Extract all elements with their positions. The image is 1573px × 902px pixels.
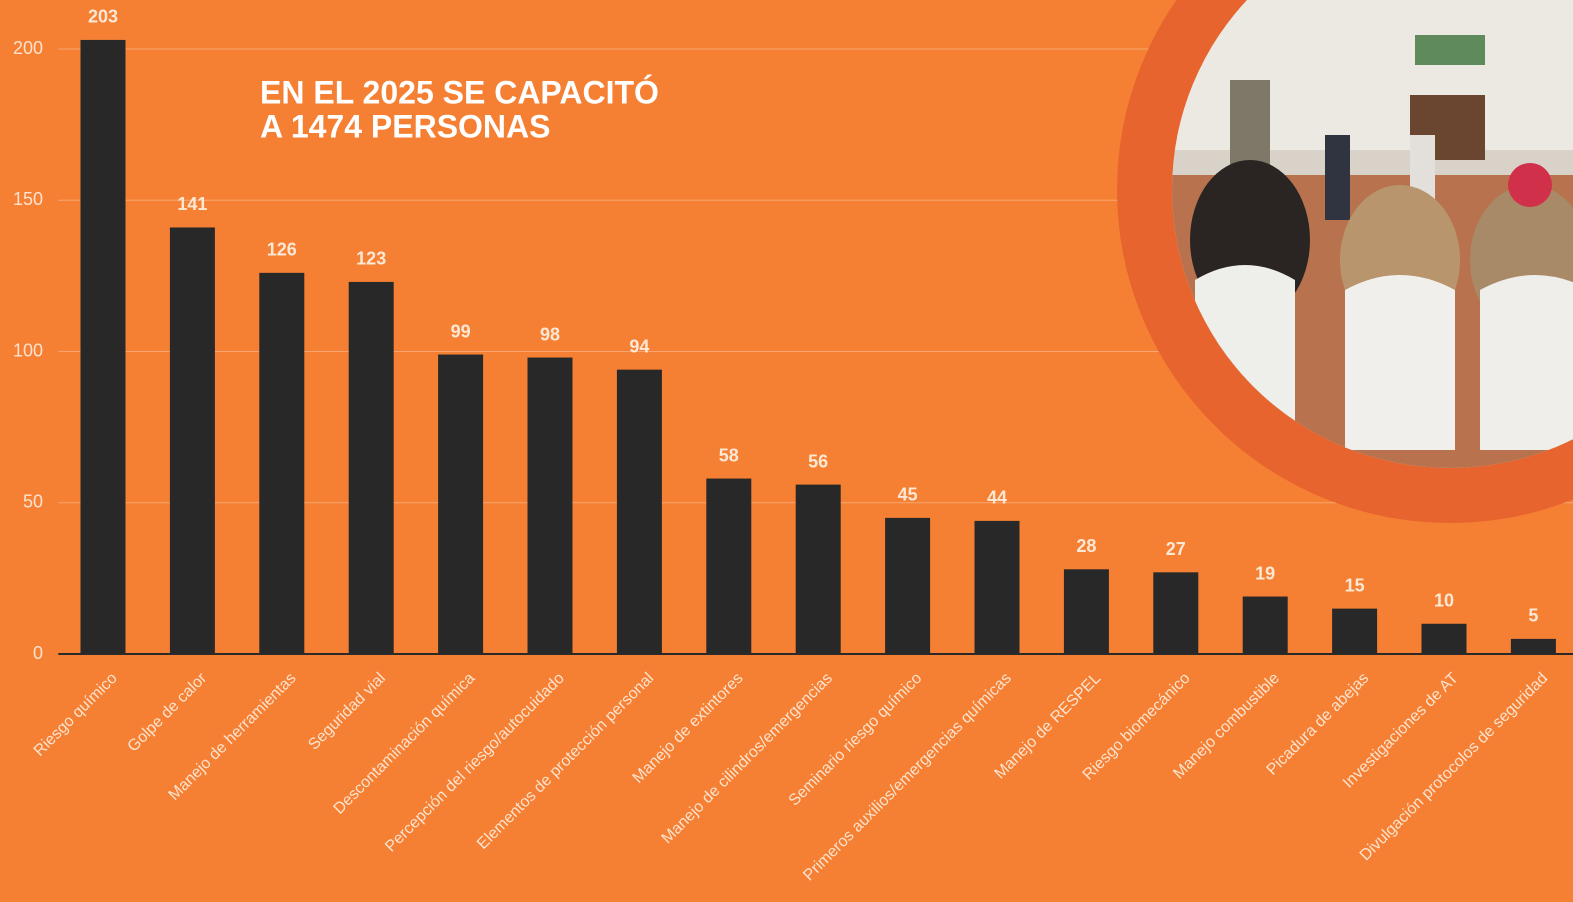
bar — [527, 357, 573, 654]
value-label: 10 — [1434, 591, 1454, 611]
value-label: 58 — [719, 445, 739, 465]
value-label: 44 — [987, 488, 1007, 508]
bar — [1510, 638, 1556, 654]
y-tick-label: 100 — [13, 340, 43, 360]
value-label: 27 — [1166, 539, 1186, 559]
bar — [1332, 608, 1378, 654]
value-label: 15 — [1345, 575, 1365, 595]
bar — [1242, 596, 1288, 654]
bar — [1063, 569, 1109, 654]
bar — [706, 478, 752, 654]
value-label: 28 — [1076, 536, 1096, 556]
x-tick-label: Seguridad vial — [305, 670, 389, 754]
bar — [348, 281, 394, 654]
bar — [259, 272, 305, 654]
y-tick-label: 200 — [13, 38, 43, 58]
bar — [974, 520, 1020, 654]
x-tick-label: Riesgo químico — [31, 670, 121, 760]
bar — [795, 484, 841, 654]
x-tick-label: Golpe de calor — [125, 669, 211, 755]
y-tick-label: 150 — [13, 189, 43, 209]
bar — [1153, 572, 1199, 654]
value-label: 98 — [540, 324, 560, 344]
x-tick-label: Manejo de cilindros/emergencias — [659, 670, 836, 847]
value-label: 126 — [267, 240, 297, 260]
x-tick-label: Descontaminación química — [331, 670, 479, 818]
bar — [438, 354, 484, 654]
chart-title: A 1474 PERSONAS — [260, 108, 550, 144]
value-label: 19 — [1255, 563, 1275, 583]
x-tick-label: Percepción del riesgo/autocuidado — [382, 670, 568, 856]
x-tick-label: Primeros auxilios/emergencias químicas — [800, 670, 1014, 884]
bar — [169, 227, 215, 654]
y-tick-label: 0 — [33, 643, 43, 663]
bar — [616, 369, 662, 654]
value-label: 5 — [1528, 606, 1538, 626]
value-label: 94 — [629, 336, 649, 356]
value-label: 141 — [177, 194, 207, 214]
bar — [80, 39, 126, 655]
chart-title: EN EL 2025 SE CAPACITÓ — [260, 74, 659, 110]
value-label: 123 — [356, 249, 386, 269]
value-label: 99 — [451, 321, 471, 341]
bar — [885, 517, 931, 654]
value-label: 56 — [808, 451, 828, 471]
x-tick-label: Divulgación protocolos de seguridad — [1357, 670, 1551, 864]
x-tick-label: Elementos de protección personal — [474, 670, 657, 853]
value-label: 45 — [898, 485, 918, 505]
bar — [1421, 623, 1467, 654]
photo — [1117, 0, 1573, 523]
y-tick-label: 50 — [23, 492, 43, 512]
value-label: 203 — [88, 7, 118, 27]
